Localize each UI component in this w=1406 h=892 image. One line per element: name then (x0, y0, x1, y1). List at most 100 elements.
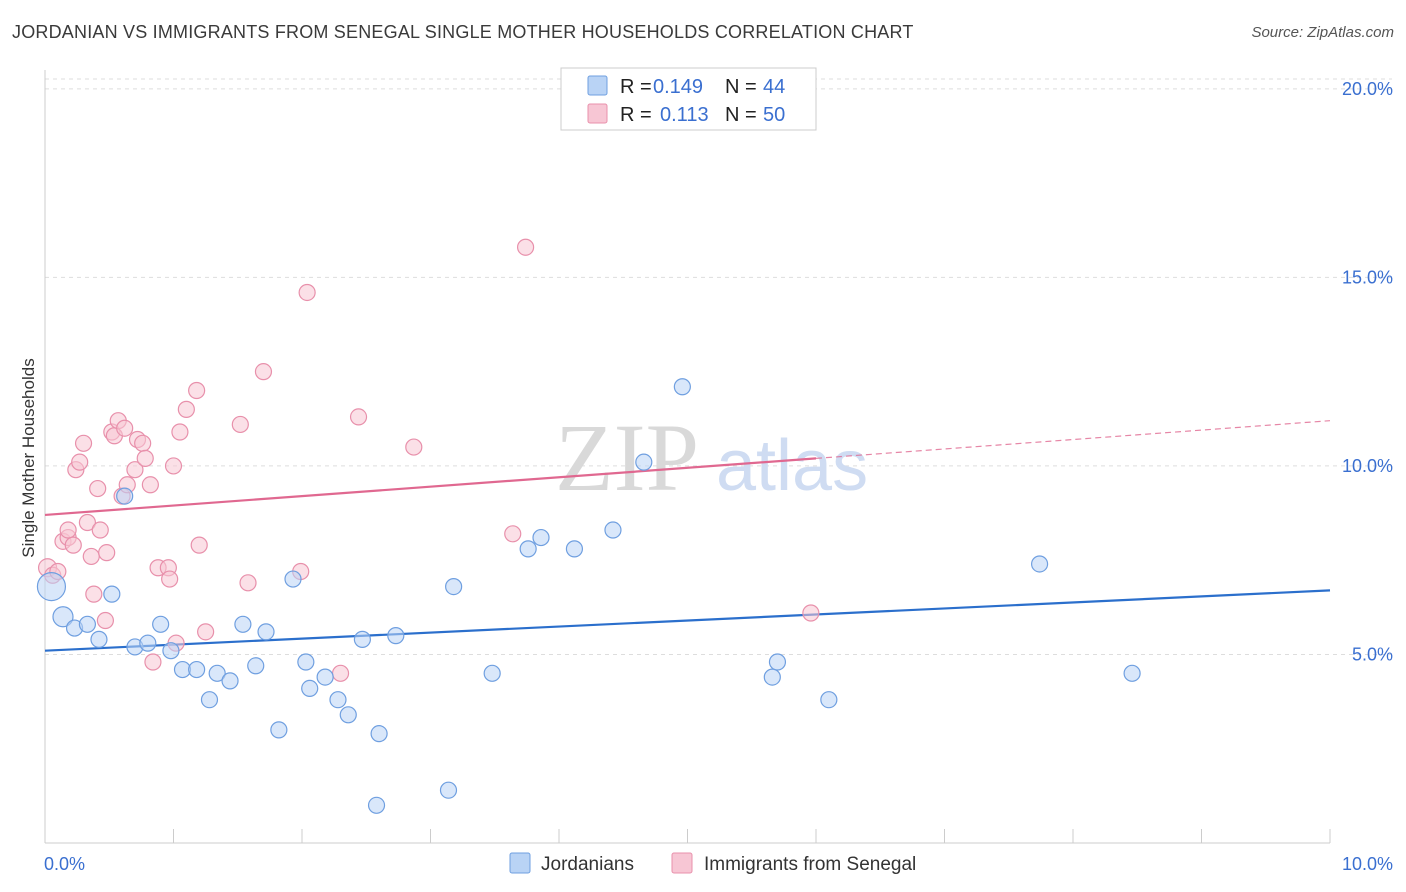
watermark-atlas: atlas (716, 426, 868, 506)
jordanian-trend-line (44, 589, 1331, 652)
legend-r-value-jordanians: 0.149 (653, 76, 703, 98)
senegal-point (116, 419, 134, 437)
senegal-point (171, 423, 189, 441)
jordanian-point (353, 630, 371, 648)
jordanian-point (301, 679, 319, 698)
senegal-point (190, 536, 208, 554)
jordanian-point (1030, 555, 1049, 573)
senegal-point (188, 381, 206, 400)
jordanian-point (565, 540, 584, 558)
senegal-point (197, 623, 215, 641)
jordanian-point (90, 630, 108, 648)
senegal-point (144, 653, 162, 671)
legend-n-value-jordanians: 44 (763, 76, 785, 98)
senegal-point (349, 408, 368, 426)
legend-r-label-jordanians: R = (620, 76, 652, 98)
jordanian-point (234, 615, 252, 633)
jordanian-point (673, 378, 691, 396)
jordanian-point (270, 721, 288, 739)
senegal-point (231, 415, 249, 434)
trend-lines (44, 420, 1331, 652)
grid-lines (45, 78, 1392, 655)
senegal-point (126, 461, 144, 479)
y-tick-label: 20.0% (1342, 79, 1393, 99)
senegal-point (91, 521, 109, 539)
jordanian-point (439, 781, 458, 799)
senegal-point (64, 536, 82, 554)
senegal-point (141, 476, 159, 494)
jordanian-point (370, 725, 388, 743)
senegal-point (85, 585, 103, 603)
jordanian-point (768, 653, 787, 671)
jordanian-point (604, 521, 622, 539)
y-axis-title: Single Mother Households (19, 358, 38, 557)
senegal-point (331, 664, 350, 682)
senegal-point (74, 434, 93, 452)
stats-legend: R = 0.149 N = 44 R = 0.113 N = 50 (560, 67, 817, 131)
senegal-point (136, 449, 154, 467)
senegal-point (71, 453, 89, 471)
legend-n-label-senegal: N = (725, 104, 757, 126)
jordanian-point (116, 487, 134, 505)
jordanian-point (316, 668, 334, 686)
legend-r-label-senegal: R = (620, 104, 652, 126)
y-tick-label: 10.0% (1342, 456, 1393, 476)
jordanian-point (139, 634, 157, 652)
bottom-legend-label-jordanians: Jordanians (541, 854, 634, 875)
senegal-point (78, 513, 97, 532)
y-tick-labels: 5.0% 10.0% 15.0% 20.0% (1342, 79, 1393, 665)
jordanian-point (763, 668, 781, 686)
jordanian-point (519, 540, 537, 558)
senegal-point (59, 521, 77, 539)
senegal-point (298, 283, 316, 302)
senegal-point (96, 611, 114, 630)
watermark: ZIP atlas (555, 404, 868, 511)
jordanian-point (162, 642, 180, 660)
senegal-point (98, 544, 116, 562)
senegal-point (516, 238, 535, 256)
legend-swatch-jordanians (587, 75, 608, 96)
jordanian-point (367, 796, 386, 814)
source-credit: Source: ZipAtlas.com (1251, 24, 1394, 41)
jordanian-point (445, 577, 463, 596)
jordanian-point (52, 606, 74, 628)
jordanian-point (78, 615, 97, 633)
jordanian-point (208, 664, 226, 682)
senegal-point (504, 525, 522, 543)
jordanian-point (36, 571, 67, 602)
jordanian-point (297, 653, 315, 671)
jordanian-point (532, 528, 550, 547)
axes (44, 70, 1331, 844)
y-tick-label: 15.0% (1342, 267, 1393, 287)
x-tick-label-end: 10.0% (1342, 854, 1393, 874)
legend-r-value-senegal: 0.113 (660, 104, 709, 126)
jordanian-point (1123, 664, 1141, 682)
bottom-legend-swatch-senegal (671, 852, 693, 874)
jordanian-point (200, 691, 219, 709)
jordanian-point (339, 706, 357, 724)
senegal-trend-line (44, 457, 817, 517)
jordanian-point (257, 623, 275, 641)
jordanian-point (387, 627, 405, 645)
senegal-point (254, 363, 273, 381)
jordanian-point (635, 453, 653, 471)
chart-title: JORDANIAN VS IMMIGRANTS FROM SENEGAL SIN… (12, 22, 914, 42)
x-tick-labels: 0.0% 10.0% (44, 854, 1393, 874)
senegal-point (161, 570, 179, 588)
senegal-point (82, 547, 100, 566)
senegal-point (164, 457, 183, 475)
senegal-point (239, 574, 257, 592)
jordanian-point (284, 570, 302, 588)
jordanian-point (221, 672, 239, 690)
legend-n-value-senegal: 50 (763, 104, 785, 126)
jordanian-point (820, 691, 838, 709)
senegal-point (802, 604, 820, 622)
legend-n-label-jordanians: N = (725, 76, 757, 98)
legend-swatch-senegal (587, 103, 608, 124)
jordanian-point (483, 664, 501, 682)
jordanian-point (329, 691, 347, 709)
x-tick-label-start: 0.0% (44, 854, 85, 874)
senegal-point (89, 479, 107, 498)
senegal-trend-line-extension (815, 420, 1331, 459)
